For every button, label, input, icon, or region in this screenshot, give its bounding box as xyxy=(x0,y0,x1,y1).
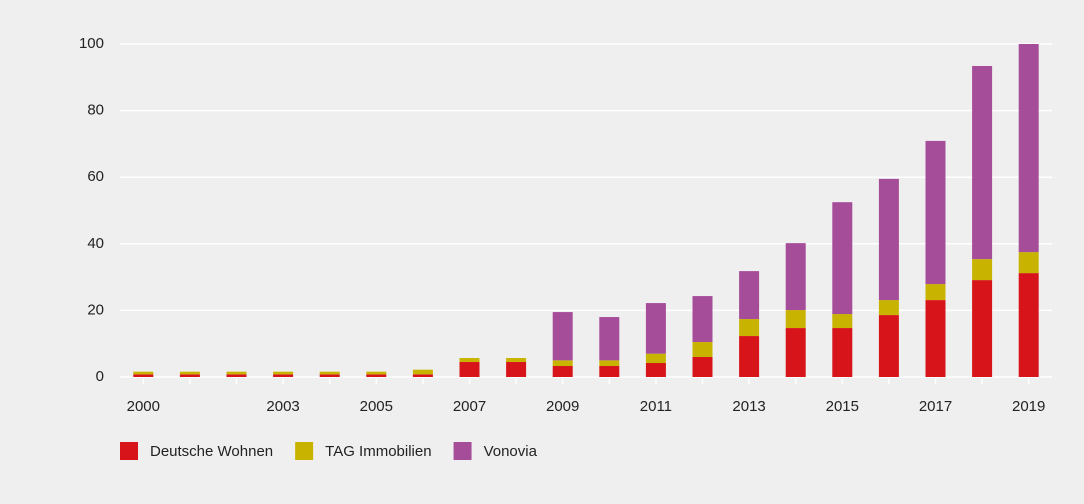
bar-segment xyxy=(692,357,713,377)
bar-segment xyxy=(739,319,760,337)
bar-segment xyxy=(645,353,666,364)
legend-swatch xyxy=(295,442,314,460)
x-tick-label: 2005 xyxy=(360,398,393,415)
y-tick-label: 60 xyxy=(87,168,104,185)
x-tick-label: 2019 xyxy=(1012,398,1045,415)
bar-segment xyxy=(785,328,806,377)
bar-segment xyxy=(832,328,853,377)
legend-label: Vonovia xyxy=(484,443,538,460)
legend-label: TAG Immobilien xyxy=(325,443,431,460)
y-tick-label: 40 xyxy=(87,235,104,252)
legend-swatch xyxy=(453,442,472,460)
x-tick-label: 2011 xyxy=(640,398,672,415)
bar-segment xyxy=(179,374,200,377)
bar-segment xyxy=(552,360,573,367)
x-tick-label: 2017 xyxy=(919,398,952,415)
bar-segment xyxy=(878,300,899,316)
bar-segment xyxy=(552,312,573,361)
y-tick-label: 0 xyxy=(96,368,104,385)
bar-segment xyxy=(599,360,620,367)
bar-segment xyxy=(878,178,899,301)
x-tick-label: 2015 xyxy=(826,398,859,415)
bar-segment xyxy=(645,303,666,354)
bar-segment xyxy=(925,300,946,377)
bar-segment xyxy=(972,65,993,260)
bar-segment xyxy=(739,336,760,377)
bar-segment xyxy=(785,310,806,329)
bar-segment xyxy=(785,243,806,311)
bar-segment xyxy=(133,374,154,377)
bar-segment xyxy=(1018,273,1039,377)
bar-segment xyxy=(133,371,154,375)
bar-segment xyxy=(832,202,853,315)
bar-segment xyxy=(1018,44,1039,253)
bar-segment xyxy=(739,271,760,320)
bar-segment xyxy=(645,363,666,377)
bar-segment xyxy=(925,284,946,301)
bar-segment xyxy=(412,374,433,377)
bar-segment xyxy=(273,371,294,375)
bar-segment xyxy=(599,366,620,377)
bar-segment xyxy=(599,317,620,361)
bar-segment xyxy=(1018,252,1039,274)
y-tick-label: 100 xyxy=(79,35,104,52)
bar-segment xyxy=(878,315,899,377)
legend-label: Deutsche Wohnen xyxy=(150,443,273,460)
y-tick-label: 80 xyxy=(87,102,104,119)
bar-segment xyxy=(459,362,480,377)
bar-segment xyxy=(179,371,200,375)
x-tick-label: 2003 xyxy=(266,398,299,415)
bar-segment xyxy=(692,296,713,343)
bar-segment xyxy=(366,374,387,377)
bar-segment xyxy=(925,140,946,285)
x-tick-label: 2000 xyxy=(127,398,160,415)
bar-segment xyxy=(319,371,340,375)
x-tick-label: 2013 xyxy=(732,398,765,415)
bar-segment xyxy=(832,314,853,329)
bar-segment xyxy=(273,374,294,377)
x-tick-label: 2009 xyxy=(546,398,579,415)
bar-segment xyxy=(692,342,713,358)
bar-segment xyxy=(506,362,527,377)
bar-segment xyxy=(226,374,247,377)
y-tick-label: 20 xyxy=(87,301,104,318)
x-tick-label: 2007 xyxy=(453,398,486,415)
bar-segment xyxy=(459,358,480,363)
bar-segment xyxy=(506,358,527,363)
legend-swatch xyxy=(120,442,138,460)
bar-segment xyxy=(366,371,387,375)
bar-segment xyxy=(412,369,433,375)
bar-segment xyxy=(552,366,573,377)
bar-segment xyxy=(972,280,993,377)
bar-segment xyxy=(972,259,993,281)
bar-segment xyxy=(319,374,340,377)
bar-segment xyxy=(226,371,247,375)
